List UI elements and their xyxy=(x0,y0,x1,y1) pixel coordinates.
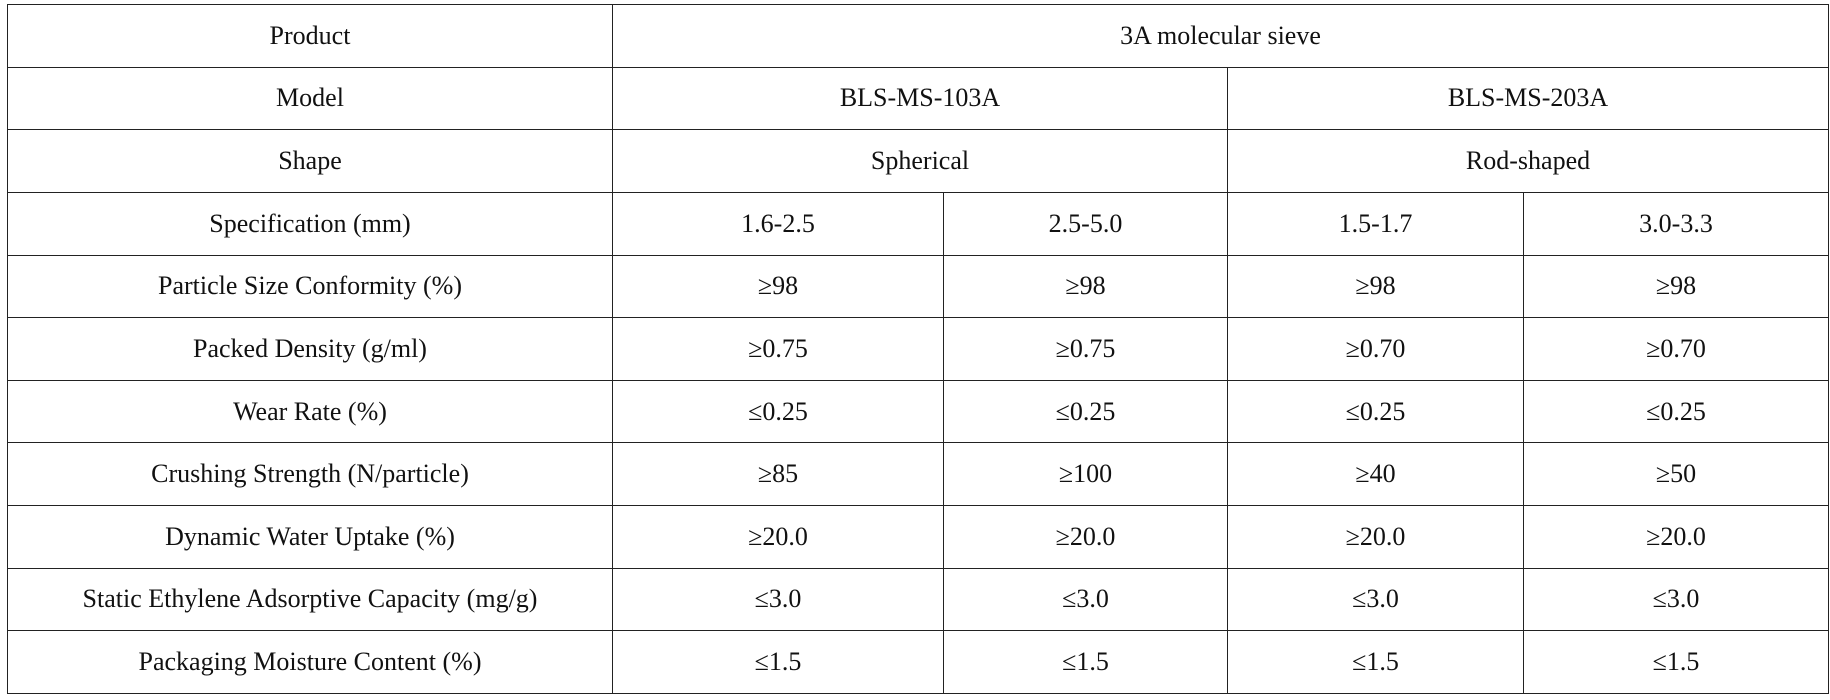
value-cell: ≤0.25 xyxy=(1522,379,1830,444)
value-cell: ≥40 xyxy=(1227,442,1524,506)
row-header-cell: Shape xyxy=(7,129,613,193)
table-row: Packed Density (g/ml) ≥0.75 ≥0.75 ≥0.70 ≥0.7… xyxy=(7,317,1830,381)
value-cell: ≥0.70 xyxy=(1522,317,1830,381)
value-cell: ≤3.0 xyxy=(1227,567,1524,632)
value-cell: ≥20.0 xyxy=(1227,505,1524,569)
value-cell: ≥0.75 xyxy=(943,317,1228,381)
row-header-cell: Static Ethylene Adsorptive Capacity (mg/… xyxy=(7,567,613,632)
row-header-cell: Packaging Moisture Content (%) xyxy=(7,630,613,694)
value-cell: 2.5-5.0 xyxy=(943,191,1228,256)
value-cell: ≥20.0 xyxy=(612,505,944,569)
value-cell: ≤0.25 xyxy=(943,379,1228,444)
value-cell: ≥98 xyxy=(612,254,944,319)
value-cell: ≥98 xyxy=(1227,254,1524,319)
table-row: Crushing Strength (N/particle) ≥85 ≥100 ≥40… xyxy=(7,442,1830,506)
spec-table: Product 3A molecular sieve Model BLS-MS-103… xyxy=(7,4,1830,694)
value-cell: ≥85 xyxy=(612,442,944,506)
row-header-cell: Specification (mm) xyxy=(7,191,613,256)
value-cell: ≤3.0 xyxy=(612,567,944,632)
table-body: Product 3A molecular sieve Model BLS-MS-103… xyxy=(7,4,1830,694)
table-row: Dynamic Water Uptake (%) ≥20.0 ≥20.0 ≥20.0 ≥… xyxy=(7,505,1830,569)
value-cell: 3.0-3.3 xyxy=(1522,191,1830,256)
value-cell: ≥20.0 xyxy=(943,505,1228,569)
row-header-cell: Product xyxy=(7,4,613,68)
value-cell: ≥0.70 xyxy=(1227,317,1524,381)
table-row: Specification (mm) 1.6-2.5 2.5-5.0 1.5-1.7 3… xyxy=(7,191,1830,256)
value-cell: ≥0.75 xyxy=(612,317,944,381)
value-cell: 1.5-1.7 xyxy=(1227,191,1524,256)
value-cell: ≤3.0 xyxy=(943,567,1228,632)
value-cell: ≤1.5 xyxy=(1227,630,1524,694)
value-cell: ≤3.0 xyxy=(1522,567,1830,632)
table-row: Wear Rate (%) ≤0.25 ≤0.25 ≤0.25 ≤0.25 xyxy=(7,379,1830,444)
value-cell: ≤1.5 xyxy=(1522,630,1830,694)
value-cell: ≤0.25 xyxy=(1227,379,1524,444)
value-cell: ≥20.0 xyxy=(1522,505,1830,569)
value-cell: ≥50 xyxy=(1522,442,1830,506)
table-row: Product 3A molecular sieve xyxy=(7,4,1830,68)
row-header-cell: Particle Size Conformity (%) xyxy=(7,254,613,319)
row-header-cell: Dynamic Water Uptake (%) xyxy=(7,505,613,569)
row-header-cell: Crushing Strength (N/particle) xyxy=(7,442,613,506)
table-row: Model BLS-MS-103A BLS-MS-203A xyxy=(7,66,1830,131)
value-cell: ≤1.5 xyxy=(943,630,1228,694)
value-cell: 1.6-2.5 xyxy=(612,191,944,256)
value-cell: Spherical xyxy=(612,129,1228,193)
table-row: Shape Spherical Rod-shaped xyxy=(7,129,1830,193)
value-cell: ≥98 xyxy=(1522,254,1830,319)
value-cell: BLS-MS-103A xyxy=(612,66,1228,131)
value-cell: ≤0.25 xyxy=(612,379,944,444)
value-cell: ≥98 xyxy=(943,254,1228,319)
row-header-cell: Model xyxy=(7,66,613,131)
value-cell: Rod-shaped xyxy=(1226,129,1830,193)
row-header-cell: Wear Rate (%) xyxy=(7,379,613,444)
value-cell: BLS-MS-203A xyxy=(1226,66,1830,131)
value-cell: ≥100 xyxy=(943,442,1228,506)
table-row: Static Ethylene Adsorptive Capacity (mg/… xyxy=(7,567,1830,632)
row-header-cell: Packed Density (g/ml) xyxy=(7,317,613,381)
table-row: Particle Size Conformity (%) ≥98 ≥98 ≥98 ≥98 xyxy=(7,254,1830,319)
value-cell: 3A molecular sieve xyxy=(611,4,1830,68)
table-row: Packaging Moisture Content (%) ≤1.5 ≤1.5 ≤1… xyxy=(7,630,1830,694)
value-cell: ≤1.5 xyxy=(612,630,944,694)
